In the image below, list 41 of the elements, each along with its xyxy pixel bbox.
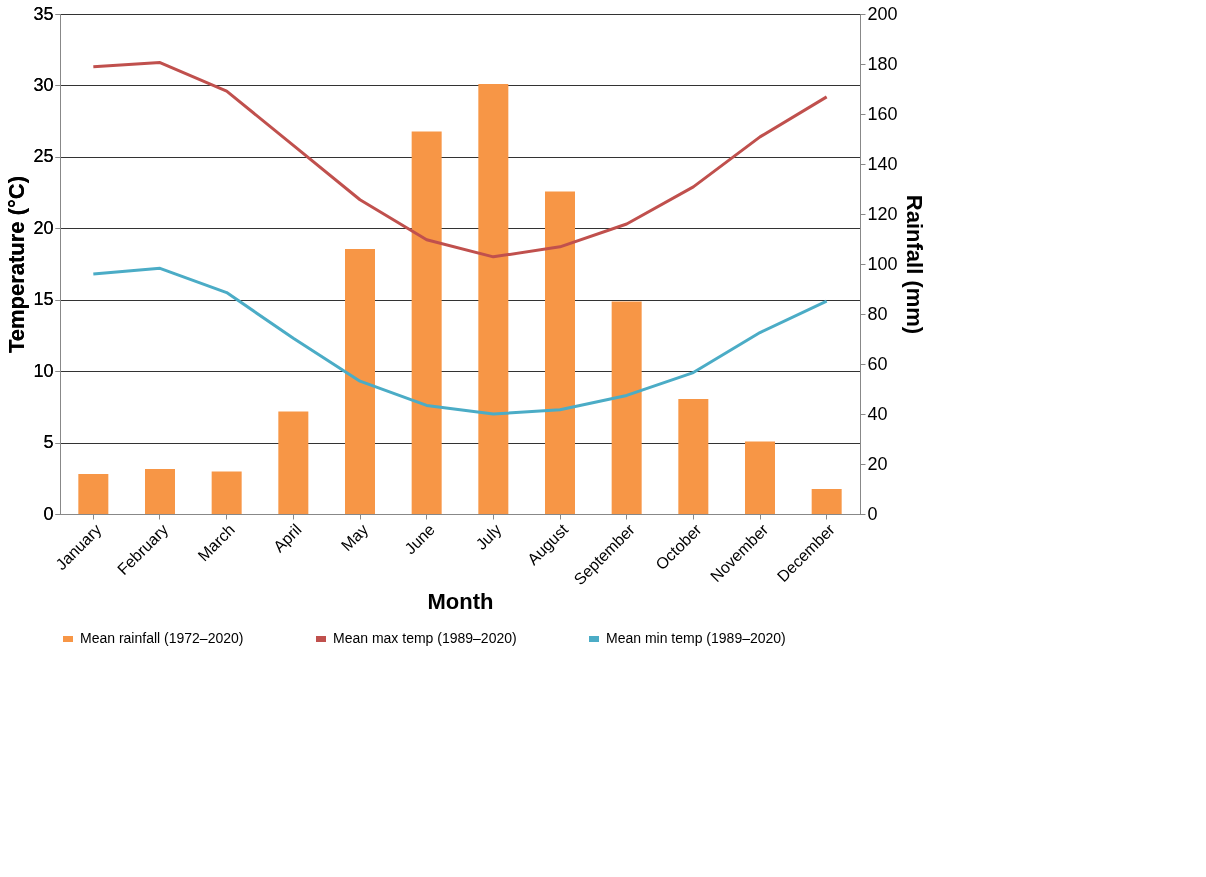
y-axis-title: Temperature (°C) [4,175,30,354]
y2-tick-label: 180 [867,53,898,74]
bar [278,411,309,514]
bar [678,399,709,514]
y-tick-label: 10 [33,360,54,381]
legend-label: Mean min temp (1989–2020) [606,630,786,646]
y2-tick-label: 160 [867,103,898,124]
y-tick-label: 30 [33,74,54,95]
y2-tick-label: 100 [867,253,898,274]
y-tick-label: 20 [33,217,54,238]
y2-tick-label: 140 [867,153,898,174]
y2-tick-label: 80 [867,303,888,324]
y2-tick-label: 120 [867,203,898,224]
line-series [91,266,829,416]
legend-label: Mean max temp (1989–2020) [333,630,517,646]
legend-label: Mean rainfall (1972–2020) [80,630,244,646]
bar [478,84,509,514]
bar [811,489,842,514]
line-series [91,61,829,259]
bar [411,131,442,514]
y-tick-label: 0 [43,503,54,524]
bar [745,441,775,514]
y-tick-label: 5 [43,432,54,453]
y2-tick-label: 200 [867,3,898,24]
x-tick-label: July [472,520,505,553]
y2-tick-label: 60 [867,353,888,374]
y-tick-label: 35 [33,3,54,24]
bar [145,469,175,514]
y-tick-label: 25 [33,146,54,167]
bar [611,301,642,514]
x-axis-title: Month [427,589,494,615]
y2-tick-label: 0 [867,503,878,524]
bar [78,474,109,514]
bar [545,191,575,514]
x-tick-label: May [337,520,372,555]
y2-tick-label: 40 [867,403,888,424]
y-tick-label: 15 [33,289,54,310]
bar [345,249,375,514]
y2-tick-label: 20 [867,453,888,474]
y2-axis-title: Rainfall (mm) [901,194,927,335]
bar [211,471,242,514]
